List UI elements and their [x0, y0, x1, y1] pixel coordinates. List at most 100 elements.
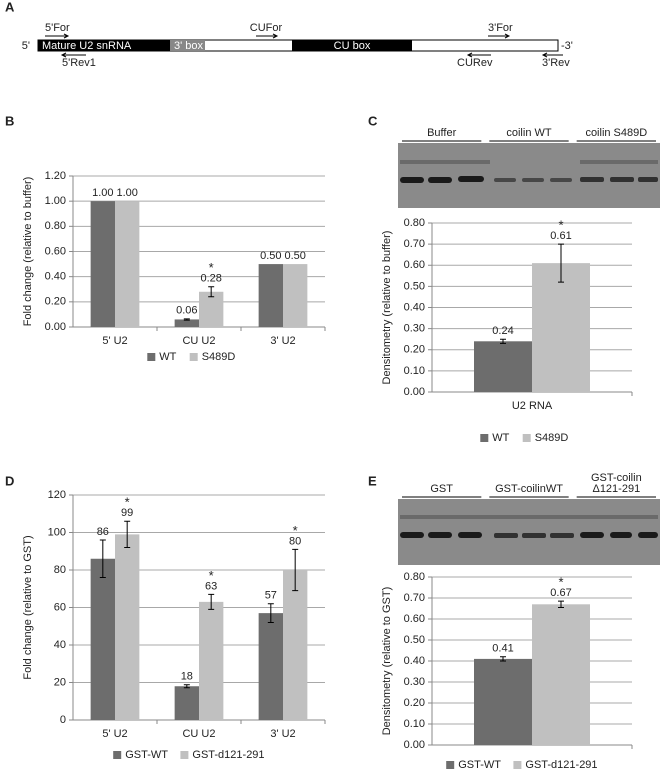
x-tick-label: 3' U2 [270, 335, 295, 347]
y-tick-label: 0.50 [404, 280, 425, 292]
gene-diagram: 5' -3' Mature U2 snRNA 3' box CU box 5'F… [22, 22, 573, 69]
y-axis-label: Densitometry (relative to GST) [381, 587, 393, 736]
legend-label: S489D [202, 351, 236, 363]
y-tick-label: 0.00 [45, 321, 66, 333]
y-axis-label: Fold change (relative to buffer) [22, 177, 34, 327]
data-label: 86 [97, 526, 109, 538]
panel-letter: C [368, 113, 378, 128]
error-bar [500, 338, 506, 344]
data-label: 0.67 [550, 587, 571, 599]
three-box [170, 40, 205, 51]
panel-letter: D [5, 473, 14, 488]
primer-label: 5'Rev1 [62, 57, 96, 69]
y-tick-label: 0.10 [404, 365, 425, 377]
x-tick-label: 3' U2 [270, 728, 295, 740]
legend-swatch [513, 761, 522, 769]
gel-image [398, 499, 660, 565]
significance-mark: * [558, 218, 563, 233]
x-tick-label: 5' U2 [102, 728, 127, 740]
data-label: 0.41 [492, 643, 513, 655]
legend-swatch [180, 751, 189, 759]
y-tick-label: 0.80 [45, 220, 66, 232]
bar [174, 686, 199, 720]
gel-image [398, 143, 660, 208]
x-tick-label: CU U2 [182, 728, 215, 740]
y-tick-label: 1.00 [45, 195, 66, 207]
error-bar [183, 318, 190, 321]
y-tick-label: 1.20 [45, 170, 66, 182]
panel-letter: B [5, 113, 14, 128]
end-label: 5' [22, 40, 30, 52]
bar [283, 264, 308, 327]
error-bar [292, 548, 299, 592]
data-label: 57 [265, 590, 277, 602]
error-bar [99, 539, 106, 578]
legend-label: GST-WT [125, 749, 168, 761]
error-bar [183, 684, 190, 689]
x-tick-label: 5' U2 [102, 335, 127, 347]
y-tick-label: 0.80 [404, 217, 425, 229]
bar [115, 534, 140, 720]
bar [90, 558, 115, 720]
legend-label: GST-d121-291 [192, 749, 264, 761]
significance-mark: * [558, 575, 563, 590]
y-tick-label: 40 [54, 639, 66, 651]
y-tick-label: 0.40 [45, 271, 66, 283]
box-label: CU box [334, 40, 371, 52]
data-label: 63 [205, 580, 217, 592]
error-bar [208, 593, 215, 610]
y-tick-label: 0.70 [404, 592, 425, 604]
primer-label: CUFor [250, 22, 283, 34]
legend-swatch [189, 353, 198, 361]
y-axis-label: Densitometry (relative to buffer) [381, 231, 393, 385]
y-tick-label: 60 [54, 601, 66, 613]
legend-label: S489D [535, 432, 569, 444]
legend-swatch [480, 434, 489, 442]
y-tick-label: 0.60 [404, 613, 425, 625]
legend-label: WT [159, 351, 176, 363]
significance-mark: * [125, 495, 130, 510]
y-tick-label: 0.40 [404, 655, 425, 667]
y-tick-label: 0.00 [404, 739, 425, 751]
bar [258, 613, 283, 720]
legend-swatch [446, 761, 455, 769]
lane-label: Δ121-291 [592, 483, 640, 495]
legend-swatch [522, 434, 531, 442]
lane-label: Buffer [427, 127, 456, 139]
error-bar [558, 600, 564, 608]
data-label: 0.06 [176, 305, 197, 317]
error-bar [208, 286, 215, 298]
bar [115, 201, 140, 327]
y-tick-label: 0.20 [45, 296, 66, 308]
y-tick-label: 0.20 [404, 697, 425, 709]
bar [90, 201, 115, 327]
bar [174, 319, 199, 327]
data-label: 18 [181, 671, 193, 683]
bar [199, 291, 224, 327]
bar [474, 341, 532, 392]
y-tick-label: 120 [48, 489, 66, 501]
y-axis-label: Fold change (relative to GST) [22, 535, 34, 679]
y-tick-label: 0.40 [404, 301, 425, 313]
primer-label: 3'For [488, 22, 513, 34]
error-bar [267, 603, 274, 623]
significance-mark: * [209, 568, 214, 583]
bar [532, 604, 590, 745]
data-label: 99 [121, 507, 133, 519]
x-tick-label: CU U2 [182, 335, 215, 347]
primer-label: 5'For [45, 22, 70, 34]
data-label: 0.28 [200, 273, 221, 285]
data-label: 0.50 [284, 250, 305, 262]
cu-box [292, 40, 412, 51]
primer-label: 3'Rev [542, 57, 570, 69]
legend-swatch [113, 751, 122, 759]
x-tick-label: U2 RNA [512, 400, 553, 412]
legend-swatch [147, 353, 156, 361]
y-tick-label: 0.30 [404, 323, 425, 335]
y-tick-label: 20 [54, 676, 66, 688]
y-tick-label: 0.60 [45, 245, 66, 257]
legend-label: GST-d121-291 [525, 759, 597, 771]
data-label: 80 [289, 535, 301, 547]
bar [199, 601, 224, 720]
y-tick-label: 0.50 [404, 634, 425, 646]
